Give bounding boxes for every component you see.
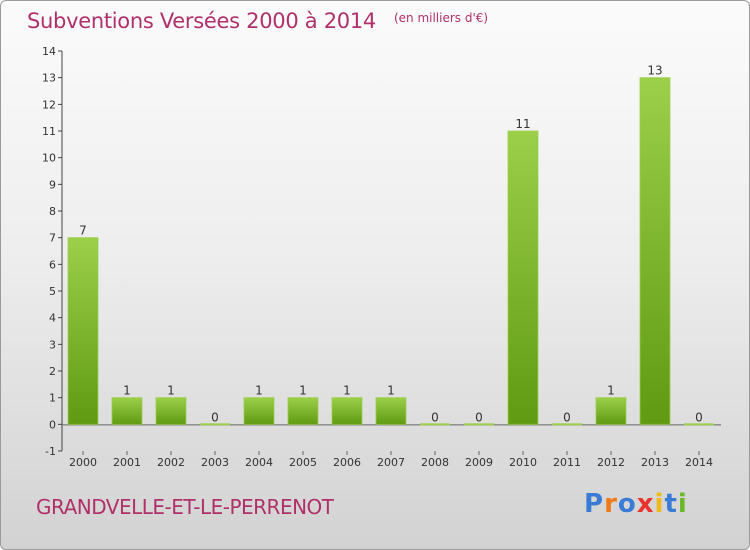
y-tick-label: 10	[42, 152, 56, 165]
y-tick-label: 9	[49, 178, 56, 191]
y-tick-label: 4	[49, 312, 56, 325]
y-tick-label: 7	[49, 232, 56, 245]
y-tick-label: 12	[42, 98, 56, 111]
y-tick-label: -1	[45, 445, 56, 458]
x-tick-label: 2002	[157, 456, 185, 469]
x-tick-label: 2010	[509, 456, 537, 469]
proxiti-logo: Proxiti	[584, 489, 688, 519]
y-tick-label: 14	[42, 45, 56, 58]
logo-letter: i	[677, 489, 688, 519]
x-tick-label: 2007	[377, 456, 405, 469]
data-label: 0	[211, 410, 219, 424]
logo-letter: o	[617, 489, 637, 519]
x-tick-label: 2013	[641, 456, 669, 469]
bar	[67, 237, 99, 425]
data-label: 0	[475, 410, 483, 424]
y-tick-label: 11	[42, 125, 56, 138]
bar	[552, 423, 582, 426]
title-row: Subventions Versées 2000 à 2014 (en mill…	[27, 9, 488, 33]
data-label: 0	[431, 410, 439, 424]
bar	[507, 130, 539, 425]
x-tick-label: 2001	[113, 456, 141, 469]
bar	[155, 397, 187, 425]
data-label: 0	[563, 410, 571, 424]
x-tick-label: 2009	[465, 456, 493, 469]
logo-letter: i	[654, 489, 665, 519]
data-label: 1	[123, 384, 131, 398]
bar	[639, 77, 671, 425]
x-tick-label: 2008	[421, 456, 449, 469]
y-tick-label: 8	[49, 205, 56, 218]
data-label: 1	[255, 384, 263, 398]
bar	[595, 397, 627, 425]
x-tick-label: 2005	[289, 456, 317, 469]
y-tick-label: 1	[49, 392, 56, 405]
y-tick-label: 5	[49, 285, 56, 298]
x-tick-label: 2003	[201, 456, 229, 469]
logo-letter: r	[604, 489, 618, 519]
data-label: 0	[695, 410, 703, 424]
data-label: 7	[79, 224, 87, 238]
logo-letter: x	[636, 489, 655, 519]
bar	[331, 397, 363, 425]
data-label: 1	[167, 384, 175, 398]
data-label: 1	[299, 384, 307, 398]
bar	[243, 397, 275, 425]
bar	[375, 397, 407, 425]
y-tick-label: 2	[49, 365, 56, 378]
x-tick-label: 2004	[245, 456, 273, 469]
x-tick-label: 2011	[553, 456, 581, 469]
x-tick-label: 2006	[333, 456, 361, 469]
y-tick-label: 6	[49, 258, 56, 271]
data-label: 1	[607, 384, 615, 398]
bar	[420, 423, 450, 426]
chart-subtitle: (en milliers d'€)	[393, 11, 489, 25]
x-tick-label: 2000	[69, 456, 97, 469]
data-label: 11	[515, 117, 530, 131]
y-tick-label: 3	[49, 338, 56, 351]
bar	[111, 397, 143, 425]
x-tick-label: 2012	[597, 456, 625, 469]
x-tick-label: 2014	[685, 456, 713, 469]
data-label: 13	[647, 64, 662, 78]
bar	[287, 397, 319, 425]
data-label: 1	[343, 384, 351, 398]
bar	[684, 423, 714, 426]
bar	[464, 423, 494, 426]
logo-letter: P	[584, 489, 605, 519]
y-tick-label: 13	[42, 72, 56, 85]
chart-title: Subventions Versées 2000 à 2014	[27, 9, 376, 33]
y-tick-label: 0	[49, 418, 56, 431]
logo-letter: t	[664, 489, 678, 519]
data-label: 1	[387, 384, 395, 398]
bar	[200, 423, 230, 426]
commune-name: GRANDVELLE-ET-LE-PERRENOT	[36, 495, 334, 519]
